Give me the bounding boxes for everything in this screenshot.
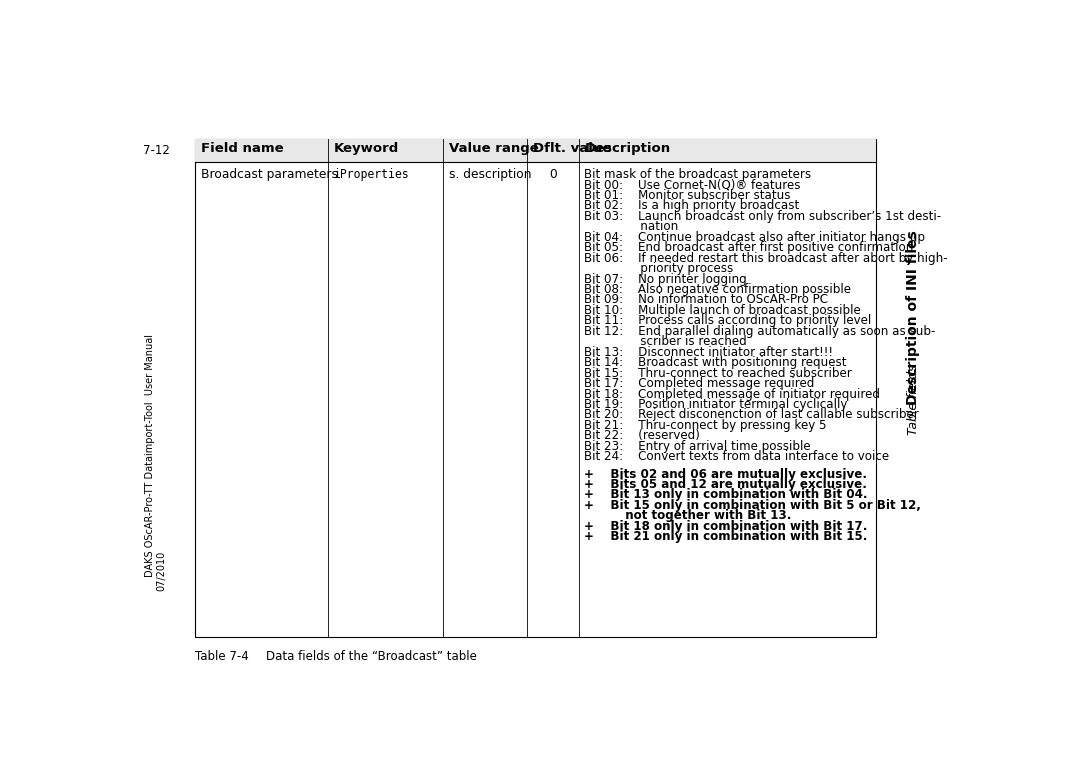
Text: Bit 24:    Convert texts from data interface to voice: Bit 24: Convert texts from data interfac… [584, 450, 890, 463]
Text: Bit 23:    Entry of arrival time possible: Bit 23: Entry of arrival time possible [584, 439, 811, 452]
Text: Bit 08:    Also negative confirmation possible: Bit 08: Also negative confirmation possi… [584, 283, 851, 296]
Text: Bit 05:    End broadcast after first positive confirmation: Bit 05: End broadcast after first positi… [584, 241, 914, 254]
Text: Bit 00:    Use Cornet-N(Q)® features: Bit 00: Use Cornet-N(Q)® features [584, 179, 801, 192]
Text: DAKS OScAR-Pro-TT Dataimport-Tool  User Manual: DAKS OScAR-Pro-TT Dataimport-Tool User M… [145, 334, 156, 578]
Text: Bit 01:    Monitor subscriber status: Bit 01: Monitor subscriber status [584, 189, 791, 202]
Text: Bit 20:    Reject disconenction of last callable subscriber: Bit 20: Reject disconenction of last cal… [584, 408, 919, 421]
Text: Bit 15:    Thru-connect to reached subscriber: Bit 15: Thru-connect to reached subscrib… [584, 367, 852, 380]
Text: Table 7-4: Table 7-4 [195, 650, 249, 663]
Text: +    Bit 13 only in combination with Bit 04.: + Bit 13 only in combination with Bit 04… [584, 488, 868, 501]
Text: +    Bits 02 and 06 are mutually exclusive.: + Bits 02 and 06 are mutually exclusive. [584, 468, 867, 481]
Text: +    Bit 21 only in combination with Bit 15.: + Bit 21 only in combination with Bit 15… [584, 530, 868, 543]
Bar [195, 139, 876, 162]
Text: Bit 14:    Broadcast with positioning request: Bit 14: Broadcast with positioning reque… [584, 356, 847, 369]
Text: 7-12: 7-12 [144, 143, 171, 157]
Text: Keyword: Keyword [334, 142, 399, 155]
Text: Data fields of the “Broadcast” table: Data fields of the “Broadcast” table [267, 650, 477, 663]
Text: nation: nation [584, 221, 678, 233]
Text: scriber is reached: scriber is reached [584, 335, 747, 348]
Text: priority process: priority process [584, 262, 733, 275]
Text: +    Bits 05 and 12 are mutually exclusive.: + Bits 05 and 12 are mutually exclusive. [584, 478, 867, 491]
Text: Value range: Value range [449, 142, 539, 155]
Text: Bit 11:    Process calls according to priority level: Bit 11: Process calls according to prior… [584, 314, 872, 327]
Text: 0: 0 [549, 168, 556, 181]
Text: Bit 12:    End parallel dialing automatically as soon as sub-: Bit 12: End parallel dialing automatical… [584, 325, 936, 338]
Text: Bit 04:    Continue broadcast also after initiator hangs up: Bit 04: Continue broadcast also after in… [584, 230, 926, 243]
Text: s. description: s. description [449, 168, 531, 181]
Text: Table fields: Table fields [907, 364, 920, 435]
Text: Bit 18:    Completed message of initiator required: Bit 18: Completed message of initiator r… [584, 388, 880, 401]
Text: Bit 21:    Thru-connect by pressing key 5: Bit 21: Thru-connect by pressing key 5 [584, 419, 827, 432]
Text: +    Bit 18 only in combination with Bit 17.: + Bit 18 only in combination with Bit 17… [584, 520, 868, 533]
Text: Broadcast parameters: Broadcast parameters [201, 168, 338, 181]
Text: Bit 19:    Position initiator terminal cyclically: Bit 19: Position initiator terminal cycl… [584, 398, 848, 411]
Text: iProperties: iProperties [334, 168, 409, 181]
Text: Bit 03:    Launch broadcast only from subscriber’s 1st desti-: Bit 03: Launch broadcast only from subsc… [584, 210, 942, 223]
Text: Bit 02:    Is a high priority broadcast: Bit 02: Is a high priority broadcast [584, 199, 799, 212]
Text: not together with Bit 13.: not together with Bit 13. [584, 510, 792, 523]
Bar [195, 139, 876, 637]
Text: Bit 10:    Multiple launch of broadcast possible: Bit 10: Multiple launch of broadcast pos… [584, 304, 861, 317]
Text: +    Bit 15 only in combination with Bit 5 or Bit 12,: + Bit 15 only in combination with Bit 5 … [584, 499, 921, 512]
Text: Dflt. value: Dflt. value [532, 142, 611, 155]
Text: Bit 09:    No information to OScAR-Pro PC: Bit 09: No information to OScAR-Pro PC [584, 294, 828, 307]
Text: 07/2010: 07/2010 [157, 550, 166, 591]
Text: Bit 22:    (reserved): Bit 22: (reserved) [584, 430, 700, 443]
Text: Bit 07:    No printer logging: Bit 07: No printer logging [584, 272, 747, 285]
Text: Bit 17:    Completed message required: Bit 17: Completed message required [584, 377, 814, 390]
Text: Description of INI files: Description of INI files [906, 230, 920, 404]
Text: Field name: Field name [201, 142, 284, 155]
Text: Bit 13:    Disconnect initiator after start!!!: Bit 13: Disconnect initiator after start… [584, 346, 834, 359]
Text: Description: Description [584, 142, 671, 155]
Text: Bit mask of the broadcast parameters: Bit mask of the broadcast parameters [584, 168, 811, 181]
Text: Bit 06:    If needed restart this broadcast after abort by high-: Bit 06: If needed restart this broadcast… [584, 252, 948, 265]
